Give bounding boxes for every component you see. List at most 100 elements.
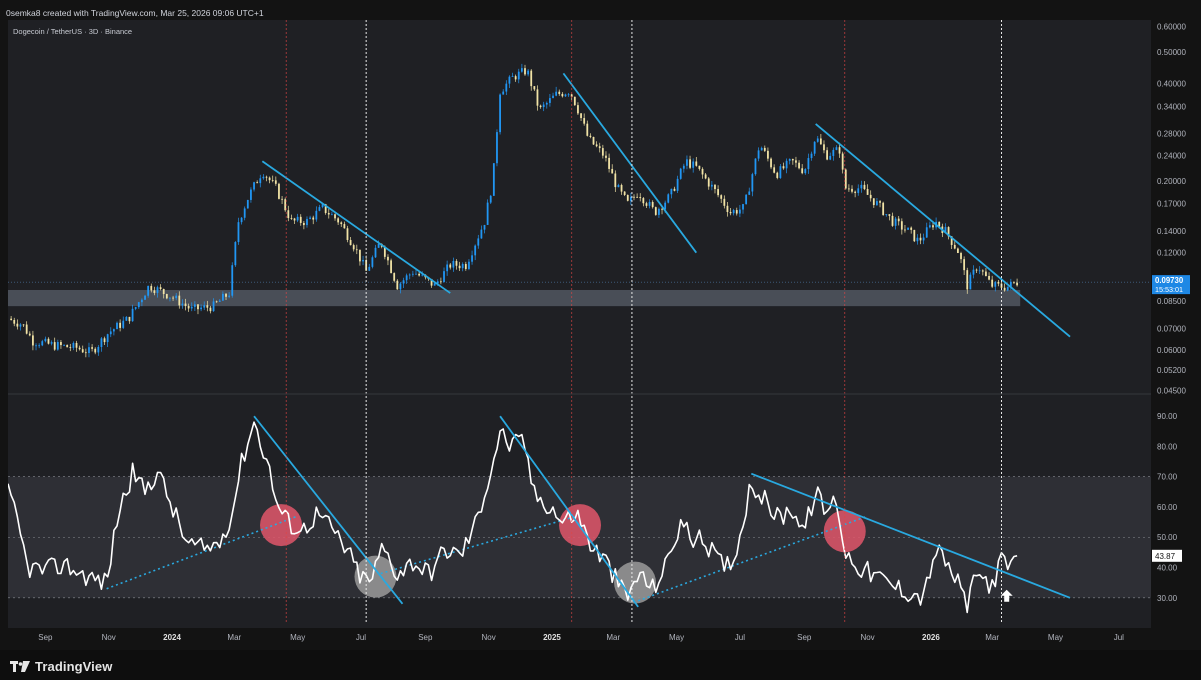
candle-body [306,218,308,226]
indicator-tick-label: 80.00 [1157,442,1178,451]
candle-body [262,176,265,179]
price-trendline [261,160,451,294]
candle-body [742,204,744,210]
tradingview-logo[interactable]: TradingView [10,659,112,674]
candle-body [290,218,293,219]
candle-body [530,70,533,87]
candle-body [720,195,723,199]
candle-body [193,304,196,307]
candle-body [689,159,691,168]
tv-logo-icon [10,660,30,672]
candle-body [464,264,467,269]
candle-body [221,293,224,301]
support-zone [8,289,1021,307]
candle-body [256,182,259,184]
price-tick-label: 0.24000 [1157,151,1186,160]
time-tick-label: 2024 [163,633,181,642]
candle-body [1003,287,1006,291]
candle-body [810,153,813,159]
candle-body [433,283,436,286]
candle-body [679,168,682,179]
candle-body [28,333,31,336]
candle-body [658,208,660,215]
candle-body [586,123,589,136]
candle-body [187,306,190,309]
candle-body [156,287,159,293]
time-tick-label: Sep [797,633,812,642]
candle-body [402,280,405,284]
time-tick-label: Jul [1114,633,1124,642]
candle-body [94,348,97,353]
candle-body [112,329,115,332]
candle-body [988,275,990,280]
candle-body [978,270,981,272]
price-tick-label: 0.20000 [1157,177,1186,186]
candle-body [558,91,561,94]
candle-body [592,136,595,145]
candle-body [271,180,274,181]
candle-body [147,285,150,296]
indicator-tick-label: 90.00 [1157,412,1178,421]
candle-body [788,158,791,161]
candle-body [32,335,34,346]
candle-body [801,168,804,174]
price-trendline [562,72,698,254]
candle-body [682,165,685,169]
price-tick-label: 0.50000 [1157,48,1186,57]
candle-body [813,141,816,154]
candle-body [371,257,374,267]
candle-body [88,347,90,353]
price-tick-label: 0.14000 [1157,227,1186,236]
candle-body [206,305,209,308]
time-tick-label: Mar [227,633,241,642]
price-tick-label: 0.28000 [1157,130,1186,139]
candle-body [237,222,240,243]
candle-body [446,264,449,272]
candle-body [259,178,262,184]
candle-body [408,274,411,276]
candle-body [969,274,972,290]
candle-body [573,96,576,106]
candle-body [387,256,389,261]
candle-body [620,185,623,192]
candle-body [390,260,392,274]
up-arrow-icon [1000,589,1013,602]
candle-body [265,176,268,178]
candle-body [103,338,106,343]
candle-body [645,203,648,206]
candle-body [938,221,941,227]
candle-body [661,208,663,210]
candle-body [240,217,243,223]
candle-body [10,318,13,321]
candle-body [907,227,909,230]
candle-body [614,173,617,188]
candle-body [175,295,178,299]
candle-body [396,280,399,290]
candle-body [963,259,966,271]
candle-body [162,288,165,295]
candle-body [782,166,785,169]
candle-body [44,338,47,342]
candle-body [458,265,461,269]
candle-body [203,305,206,308]
time-tick-label: 2025 [543,633,561,642]
candle-body [418,273,421,276]
candle-body [981,270,984,272]
candle-body [405,275,408,281]
candle-body [309,217,312,219]
candle-body [362,259,364,262]
candle-body [642,198,645,204]
candle-body [648,201,651,206]
candle-body [91,347,93,349]
candle-body [520,68,523,72]
candle-body [1006,286,1009,291]
candle-body [234,242,237,266]
candle-body [480,229,483,239]
red-circle-marker [260,504,303,547]
candle-body [922,237,925,241]
candle-body [355,249,358,251]
time-tick-label: Sep [38,633,53,642]
candle-body [527,70,530,75]
candle-body [692,161,695,168]
